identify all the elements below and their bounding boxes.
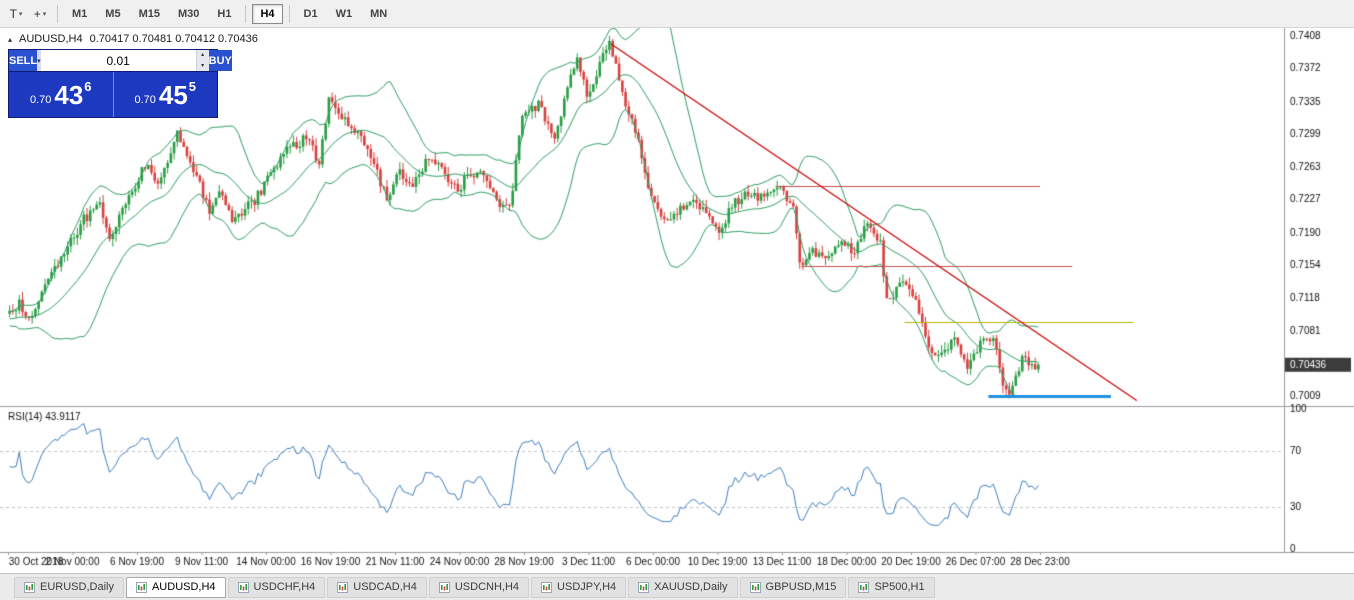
timeframe-button-mn[interactable]: MN <box>370 7 388 20</box>
chart-tab-label: USDCNH,H4 <box>454 581 520 593</box>
buy-price-big: 45 <box>158 79 188 110</box>
chart-tabs: EURUSD,Daily AUDUSD,H4 USDCHF,H4 USDCAD,H4 U… <box>0 573 1354 600</box>
timeframe-toolbar: M1 M5 M15 M30 H1 H4 D1 W1 MN <box>63 3 396 24</box>
mini-chart-icon <box>638 581 650 593</box>
collapse-panel-icon[interactable]: ▴ <box>8 34 13 44</box>
mini-chart-icon <box>749 581 761 593</box>
volume-dropdown-button[interactable]: ▾ <box>37 50 41 71</box>
mini-chart-icon <box>858 581 870 593</box>
chart-tab-label: XAUUSD,Daily <box>654 581 728 593</box>
chevron-down-icon: ▾ <box>18 10 23 18</box>
timeframe-button-m30[interactable]: M30 <box>177 7 200 20</box>
volume-up-button[interactable]: ▴ <box>196 50 209 61</box>
toolbar-separator <box>57 4 58 23</box>
buy-price-prefix: 0.70 <box>134 93 156 106</box>
sell-price-pipette: 6 <box>84 79 92 94</box>
chevron-down-icon: ▾ <box>42 10 47 18</box>
price-chart-canvas[interactable] <box>0 28 1354 573</box>
sell-price-prefix: 0.70 <box>29 93 52 106</box>
chart-tab-usdcnh-h4[interactable]: USDCNH,H4 <box>428 576 530 598</box>
volume-down-button[interactable]: ▾ <box>196 60 209 71</box>
volume-input[interactable] <box>40 50 196 71</box>
chart-header: ▴ AUDUSD,H4 0.70417 0.70481 0.70412 0.70… <box>8 33 258 45</box>
sell-price-big: 43 <box>54 79 84 110</box>
chart-tab-label: SP500,H1 <box>874 581 925 593</box>
trade-panel-prices: 0.70 43 6 0.70 45 5 <box>9 72 217 117</box>
mini-chart-icon <box>24 581 35 593</box>
chart-tab-label: AUDUSD,H4 <box>151 581 216 593</box>
chart-symbol-label: AUDUSD,H4 <box>19 33 83 45</box>
mini-chart-icon <box>237 581 249 593</box>
trade-panel-top-row: SELL ▾ ▴ ▾ BUY <box>9 50 232 72</box>
chart-tab-usdjpy-h4[interactable]: USDJPY,H4 <box>531 576 627 598</box>
buy-price-pipette: 5 <box>188 79 197 94</box>
mini-chart-icon <box>438 581 450 593</box>
chart-window: ▴ AUDUSD,H4 0.70417 0.70481 0.70412 0.70… <box>0 28 1354 573</box>
chart-tab-xauusd-daily[interactable]: XAUUSD,Daily <box>628 576 738 598</box>
sell-price-display[interactable]: 0.70 43 6 <box>9 72 113 117</box>
chart-tab-gbpusd-m15[interactable]: GBPUSD,M15 <box>739 576 847 598</box>
chart-tab-eurusd-daily[interactable]: EURUSD,Daily <box>14 576 124 598</box>
toolbar-separator <box>245 4 247 23</box>
text-tool-icon: T <box>9 6 17 21</box>
toolbar-separator <box>288 4 290 23</box>
chart-tab-audusd-h4[interactable]: AUDUSD,H4 <box>125 576 226 598</box>
text-tool-button[interactable]: T ▾ <box>4 4 28 24</box>
timeframe-button-w1[interactable]: W1 <box>335 7 353 20</box>
buy-price-display[interactable]: 0.70 45 5 <box>112 72 217 117</box>
timeframe-button-h1[interactable]: H1 <box>217 7 232 20</box>
chart-ohlc-values: 0.70417 0.70481 0.70412 0.70436 <box>89 33 258 45</box>
volume-spinner: ▴ ▾ <box>195 50 209 71</box>
timeframe-button-m5[interactable]: M5 <box>105 7 121 20</box>
mini-chart-icon <box>135 581 147 593</box>
mini-chart-icon <box>541 581 553 593</box>
chart-tab-label: USDCHF,H4 <box>253 581 316 593</box>
top-toolbar: T ▾ + ▾ M1 M5 M15 M30 H1 H4 D1 W1 MN <box>0 0 1354 28</box>
crosshair-tool-button[interactable]: + ▾ <box>28 4 52 24</box>
chart-tab-label: EURUSD,Daily <box>40 581 114 593</box>
chart-tab-sp500-h1[interactable]: SP500,H1 <box>848 576 935 598</box>
timeframe-button-h4[interactable]: H4 <box>252 3 283 24</box>
chart-tab-usdcad-h4[interactable]: USDCAD,H4 <box>327 576 427 598</box>
mini-chart-icon <box>337 581 349 593</box>
buy-button[interactable]: BUY <box>208 50 232 71</box>
volume-control: ▴ ▾ <box>40 50 209 71</box>
timeframe-button-m1[interactable]: M1 <box>72 7 88 20</box>
chart-tab-label: GBPUSD,M15 <box>765 581 837 593</box>
timeframe-button-d1[interactable]: D1 <box>303 7 318 20</box>
crosshair-tool-icon: + <box>33 6 41 21</box>
timeframe-button-m15[interactable]: M15 <box>138 7 160 20</box>
sell-button[interactable]: SELL <box>9 50 38 71</box>
chart-tab-label: USDCAD,H4 <box>353 581 417 593</box>
chart-tab-label: USDJPY,H4 <box>557 581 617 593</box>
chart-tab-usdchf-h4[interactable]: USDCHF,H4 <box>227 576 326 598</box>
